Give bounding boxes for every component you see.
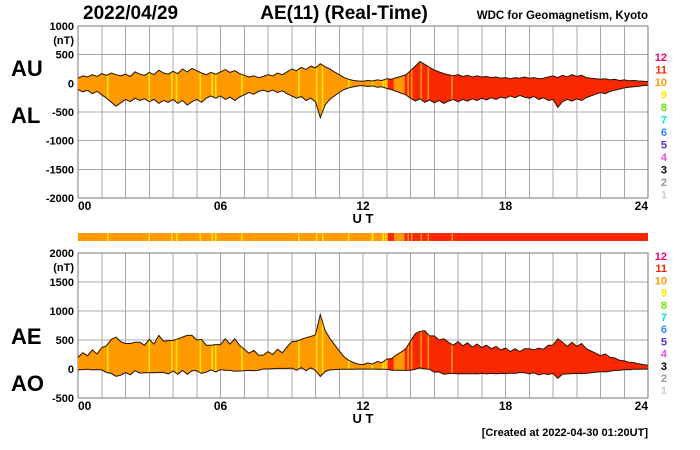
legend-count-1: 1 — [661, 385, 667, 397]
legend-count-6: 6 — [661, 127, 667, 139]
x-tick-label: 00 — [78, 199, 92, 213]
al-curve — [77, 84, 649, 120]
legend-count-3: 3 — [661, 165, 667, 177]
x-tick-label: 06 — [214, 399, 228, 413]
panel-1-y-tick-labels: 2000 (nT) 1500 1000 500 0 -500 — [50, 248, 75, 405]
legend-count-4: 4 — [661, 152, 668, 164]
y-tick-label: -1500 — [46, 164, 74, 176]
panel-0-x-tick-labels: 00 06 12 18 24 — [78, 199, 648, 213]
y-tick-label: -500 — [52, 107, 74, 119]
x-tick-label: 12 — [356, 199, 370, 213]
y-tick-label: 0 — [68, 364, 74, 376]
legend-count-10: 10 — [655, 77, 667, 89]
x-tick-label: 00 — [78, 399, 92, 413]
y-tick-label: -1000 — [46, 136, 74, 148]
legend-count-11: 11 — [655, 263, 667, 275]
panel-0-curves — [77, 60, 649, 120]
x-tick-label: 18 — [499, 199, 513, 213]
y-tick-label: 2000 — [50, 248, 74, 260]
y-tick-label: 0 — [68, 78, 74, 90]
y-tick-label: 500 — [56, 335, 74, 347]
legend-count-8: 8 — [661, 102, 667, 114]
legend-count-5: 5 — [661, 140, 667, 152]
legend-count-2: 2 — [661, 177, 667, 189]
panel-label-ao: AO — [11, 371, 44, 396]
y-tick-label: 1500 — [50, 277, 74, 289]
y-axis-unit: (nT) — [53, 35, 74, 47]
ut-axis-label: U T — [353, 211, 374, 226]
panel-1-curves — [77, 312, 649, 379]
ae-curve — [77, 312, 649, 366]
ao-curve — [78, 367, 648, 379]
created-timestamp: [Created at 2022-04-30 01:20UT] — [481, 427, 648, 439]
x-tick-label: 06 — [214, 199, 228, 213]
legend-count-4: 4 — [661, 349, 668, 361]
plot-title: AE(11) (Real-Time) — [260, 3, 428, 24]
plot-date: 2022/04/29 — [83, 3, 179, 24]
panel-label-au: AU — [11, 56, 43, 81]
legend-count-8: 8 — [661, 300, 667, 312]
panel-label-al: AL — [11, 103, 40, 128]
legend-count-2: 2 — [661, 373, 667, 385]
y-axis-unit: (nT) — [53, 262, 74, 274]
panel-0-gridlines — [78, 26, 648, 198]
legend-count-10: 10 — [655, 275, 667, 287]
legend-count-11: 11 — [655, 65, 667, 77]
au-curve — [77, 60, 649, 83]
legend-count-7: 7 — [661, 115, 667, 127]
y-tick-label: 1000 — [50, 21, 74, 33]
legend-count-12: 12 — [655, 52, 667, 64]
panel-0-frame — [77, 25, 649, 199]
panel-1-gridlines — [78, 253, 648, 398]
source-credit: WDC for Geomagnetism, Kyoto — [476, 10, 648, 22]
legend-count-3: 3 — [661, 361, 667, 373]
legend-count-9: 9 — [661, 288, 667, 300]
y-tick-label: -2000 — [46, 193, 74, 205]
legend-count-7: 7 — [661, 312, 667, 324]
x-tick-label: 24 — [635, 399, 649, 413]
legend-count-5: 5 — [661, 336, 667, 348]
x-tick-label: 18 — [499, 399, 513, 413]
legend-count-1: 1 — [661, 190, 667, 202]
panel-label-ae: AE — [11, 324, 42, 349]
y-tick-label: 1000 — [50, 306, 74, 318]
x-tick-label: 12 — [356, 399, 370, 413]
ut-axis-label: U T — [353, 411, 374, 426]
y-tick-label: 500 — [56, 50, 74, 62]
legend-count-6: 6 — [661, 324, 667, 336]
legend-count-12: 12 — [655, 251, 667, 263]
panel-1-x-tick-labels: 00 06 12 18 24 — [78, 399, 648, 413]
y-tick-label: -500 — [52, 393, 74, 405]
panel-0-y-tick-labels: 1000 (nT) 500 0 -500 -1000 -1500 -2000 — [46, 21, 74, 205]
x-tick-label: 24 — [635, 199, 649, 213]
legend-count-9: 9 — [661, 90, 667, 102]
station-count-colorbar — [78, 233, 648, 241]
panel-1-frame — [77, 252, 649, 399]
